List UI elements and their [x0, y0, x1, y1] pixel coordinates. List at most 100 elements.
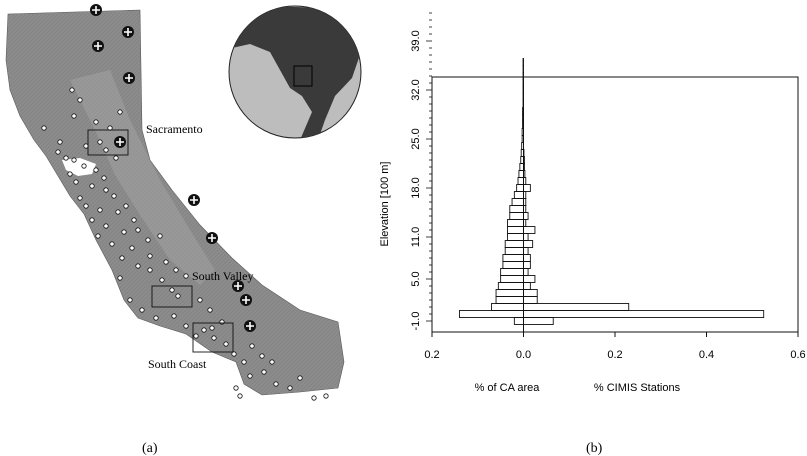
- station-marker: [183, 273, 189, 279]
- caption-b: (b): [586, 441, 603, 456]
- station-bar: [523, 177, 527, 185]
- area-bar: [500, 268, 524, 276]
- station-marker: [157, 233, 163, 239]
- station-marker: [57, 139, 63, 145]
- station-marker: [71, 157, 77, 163]
- y-tick-label: 11.0: [410, 227, 422, 248]
- station-marker: [77, 97, 83, 103]
- area-bar: [507, 233, 524, 241]
- x-tick-label: 0.2: [607, 349, 622, 361]
- station-marker: [67, 171, 73, 177]
- station-marker: [101, 175, 107, 181]
- area-bar: [504, 247, 524, 255]
- station-marker: [197, 297, 203, 303]
- weather-station-icon: [123, 72, 135, 84]
- station-marker: [119, 255, 125, 261]
- sacramento-region-box: [87, 129, 129, 156]
- y-axis-label: Elevation [100 m]: [379, 162, 391, 247]
- area-bar: [513, 191, 524, 199]
- station-marker: [71, 113, 77, 119]
- station-marker: [145, 237, 151, 243]
- station-marker: [233, 385, 239, 391]
- x-tick-label: 0.2: [424, 349, 439, 361]
- histogram-bars: [459, 58, 765, 325]
- station-marker: [249, 343, 255, 349]
- station-marker: [63, 155, 69, 161]
- north-america-shape: [229, 6, 361, 138]
- area-bar: [507, 226, 524, 234]
- station-bar: [523, 226, 536, 234]
- area-bar: [502, 261, 524, 269]
- station-marker: [247, 373, 253, 379]
- station-marker: [93, 119, 99, 125]
- y-tick-label: -1.0: [410, 312, 422, 331]
- area-bar: [521, 135, 524, 143]
- station-bar: [523, 303, 630, 311]
- label-south-valley: South Valley: [192, 269, 253, 283]
- station-marker: [73, 179, 79, 185]
- weather-station-icon: [90, 4, 102, 16]
- station-marker: [231, 351, 237, 357]
- station-bar: [523, 282, 531, 290]
- area-bar: [495, 289, 524, 297]
- station-bar: [523, 310, 765, 318]
- station-marker: [129, 245, 135, 251]
- x-tick-label: 0.4: [699, 349, 714, 361]
- south-coast-region-box: [192, 322, 234, 353]
- station-marker: [171, 313, 177, 319]
- station-marker: [159, 277, 165, 283]
- station-marker: [139, 307, 145, 313]
- station-marker: [77, 195, 83, 201]
- station-marker: [287, 385, 293, 391]
- y-tick-label: 5.0: [410, 271, 422, 286]
- station-marker: [69, 87, 75, 93]
- area-bar: [500, 275, 524, 283]
- station-marker: [89, 183, 95, 189]
- station-marker: [115, 209, 121, 215]
- station-marker: [135, 227, 141, 233]
- station-marker: [93, 167, 99, 173]
- station-marker: [121, 229, 127, 235]
- weather-station-icon: [114, 136, 126, 148]
- station-marker: [147, 267, 153, 273]
- weather-station-icon: [122, 26, 134, 38]
- x-label-left: % of CA area: [475, 382, 541, 394]
- station-marker: [103, 187, 109, 193]
- station-marker: [41, 125, 47, 131]
- station-marker: [323, 393, 329, 399]
- x-label-right: % CIMIS Stations: [594, 382, 681, 394]
- area-bar: [521, 142, 524, 150]
- area-bar: [509, 205, 524, 213]
- station-bar: [523, 275, 536, 283]
- weather-station-icon: [232, 280, 244, 292]
- weather-station-icon: [92, 40, 104, 52]
- station-marker: [175, 293, 181, 299]
- y-tick-label: 18.0: [410, 177, 422, 198]
- station-bar: [523, 268, 529, 276]
- station-marker: [55, 149, 61, 155]
- station-marker: [103, 147, 109, 153]
- station-marker: [273, 381, 279, 387]
- station-bar: [523, 254, 531, 262]
- area-bar: [517, 177, 524, 185]
- station-marker: [111, 193, 117, 199]
- california-map: Sacramento South Valley South Coast: [5, 4, 345, 401]
- station-bar: [523, 233, 529, 241]
- station-marker: [223, 341, 229, 347]
- station-bar: [523, 198, 527, 206]
- station-marker: [261, 369, 267, 375]
- area-bar: [521, 128, 524, 136]
- station-bar: [523, 205, 527, 213]
- station-marker: [103, 223, 109, 229]
- station-bar: [523, 184, 531, 192]
- elevation-histogram: 0.2 0.0 0.2 0.4 0.6 -1.0 5.0 11.0 18.0 25.0 32.0 3…: [379, 12, 806, 394]
- station-marker: [89, 217, 95, 223]
- caption-a: (a): [142, 441, 158, 456]
- station-marker: [269, 359, 275, 365]
- station-marker: [183, 323, 189, 329]
- station-marker: [97, 139, 103, 145]
- station-marker: [153, 315, 159, 321]
- area-bar: [491, 303, 524, 311]
- cimis-station-markers: [41, 4, 329, 401]
- area-bar: [513, 317, 524, 325]
